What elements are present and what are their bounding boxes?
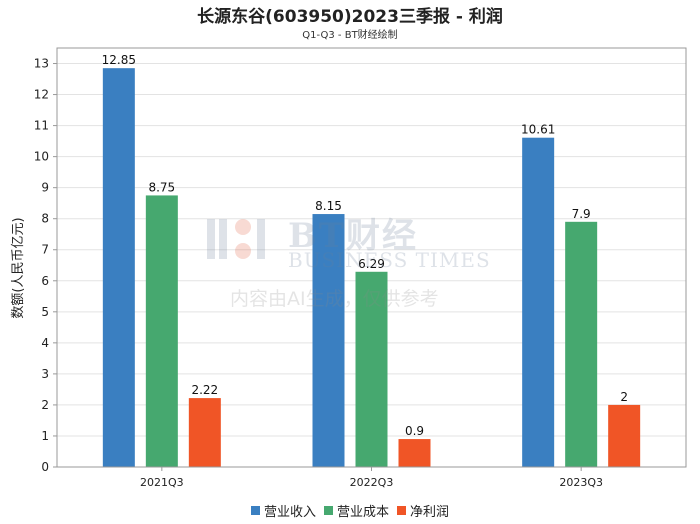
- y-tick-label: 0: [41, 460, 49, 474]
- y-tick-label: 5: [41, 305, 49, 319]
- bar: [145, 195, 178, 468]
- legend-swatch: [250, 506, 260, 515]
- data-label: 6.29: [358, 257, 385, 271]
- bar: [102, 68, 135, 467]
- x-axis-ticks: 2021Q3 2022Q3 2023Q3: [140, 467, 603, 489]
- legend-item: 净利润: [397, 501, 449, 520]
- y-tick-label: 12: [34, 88, 49, 102]
- bar: [188, 398, 221, 467]
- x-tick-label: 2023Q3: [559, 476, 603, 489]
- bar: [312, 214, 345, 467]
- y-tick-label: 10: [34, 150, 49, 164]
- legend-label: 营业收入: [263, 505, 316, 520]
- bars: [102, 68, 641, 468]
- legend-label: 营业成本: [336, 505, 389, 520]
- y-tick-label: 11: [34, 119, 49, 133]
- y-tick-label: 9: [41, 181, 49, 195]
- data-labels: 12.85 8.75 2.22 8.15 6.29 0.9 10.61 7.9 2: [102, 53, 628, 438]
- data-label: 12.85: [102, 53, 136, 67]
- y-tick-label: 13: [34, 57, 49, 71]
- data-label: 8.15: [315, 199, 342, 213]
- legend: 营业收入 营业成本 净利润: [0, 501, 700, 520]
- bar: [608, 404, 641, 467]
- y-tick-label: 6: [41, 274, 49, 288]
- x-tick-label: 2021Q3: [140, 476, 184, 489]
- legend-item: 营业成本: [323, 501, 389, 520]
- legend-swatch: [323, 506, 333, 515]
- plot-frame: [56, 47, 687, 468]
- chart-title: 长源东谷(603950)2023三季报 - 利润: [197, 7, 503, 27]
- data-label: 8.75: [148, 180, 175, 194]
- data-label: 0.9: [405, 424, 424, 438]
- bar: [522, 137, 555, 468]
- y-tick-label: 7: [41, 243, 49, 257]
- legend-swatch: [397, 506, 406, 515]
- data-label: 2.22: [191, 383, 218, 397]
- chart-subtitle: Q1-Q3 - BT财经绘制: [302, 30, 398, 41]
- data-label: 2: [620, 390, 628, 404]
- bar: [398, 439, 431, 467]
- data-label: 10.61: [521, 123, 555, 137]
- legend-item: 营业收入: [250, 501, 316, 520]
- y-axis-label: 数额(人民币亿元): [11, 217, 26, 318]
- x-tick-label: 2022Q3: [350, 476, 394, 489]
- bar: [565, 221, 598, 467]
- y-tick-label: 2: [41, 398, 49, 412]
- bar: [355, 271, 388, 467]
- y-tick-label: 8: [41, 212, 49, 226]
- legend-label: 净利润: [410, 505, 450, 520]
- y-tick-label: 1: [41, 429, 49, 443]
- y-tick-label: 3: [41, 367, 49, 381]
- y-tick-label: 4: [41, 336, 49, 350]
- data-label: 7.9: [572, 207, 591, 221]
